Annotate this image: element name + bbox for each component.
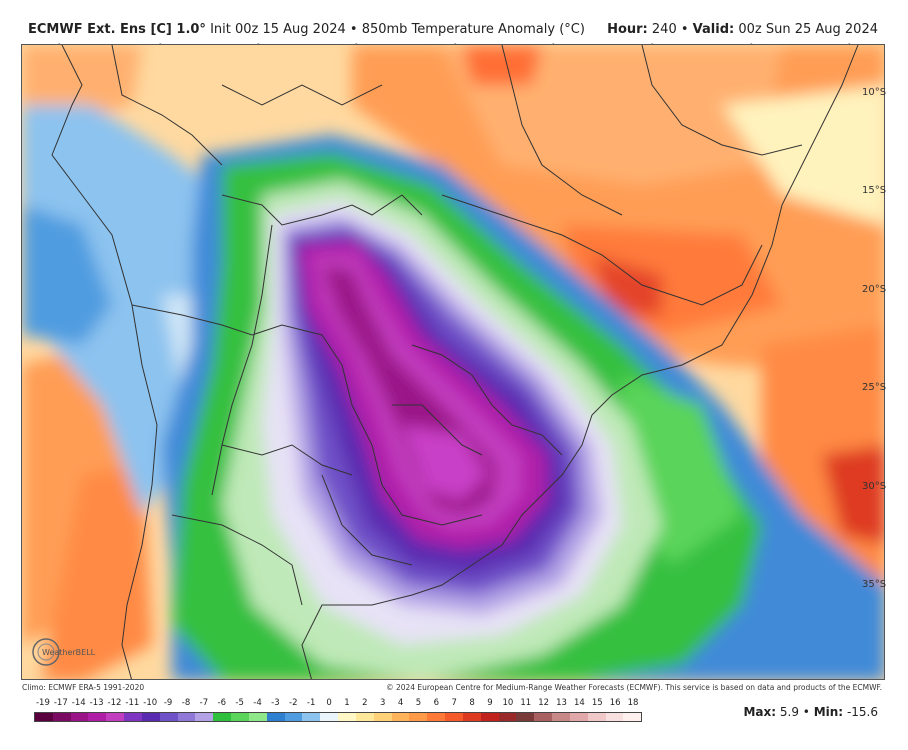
lat-label: 10°S (862, 87, 887, 98)
field-name: 850mb Temperature Anomaly (°C) (361, 22, 585, 37)
legend-swatch (88, 713, 107, 721)
lat-label: 30°S (862, 481, 887, 492)
legend-swatch (70, 713, 89, 721)
legend-swatch (106, 713, 125, 721)
legend-tick: 14 (573, 698, 585, 708)
legend-tick: 1 (344, 698, 350, 708)
color-scale-legend (34, 712, 642, 722)
legend-swatch (373, 713, 392, 721)
min-value: -15.6 (846, 705, 878, 719)
legend-tick: 8 (469, 698, 475, 708)
legend-tick: 9 (487, 698, 493, 708)
header: ECMWF Ext. Ens [C] 1.0° Init 00z 15 Aug … (0, 0, 908, 44)
legend-swatch (302, 713, 321, 721)
max-min-stats: Max: 5.9 • Min: -15.6 (743, 705, 878, 719)
legend-swatch (409, 713, 428, 721)
model-name: ECMWF Ext. Ens [C] 1.0° (28, 22, 206, 37)
legend-swatch (462, 713, 481, 721)
legend-swatch (231, 713, 249, 721)
coastlines-borders (51, 45, 859, 679)
anomaly-map[interactable]: WeatherBELL (21, 44, 885, 680)
legend-tick: -3 (271, 698, 280, 708)
legend-tick: -11 (125, 698, 140, 708)
legend-swatch (623, 713, 642, 721)
legend-swatch (587, 713, 606, 721)
legend-tick: 7 (451, 698, 457, 708)
svg-text:WeatherBELL: WeatherBELL (42, 648, 96, 657)
lat-label: 15°S (862, 185, 887, 196)
legend-swatch (124, 713, 142, 721)
valid-date: 00z Sun 25 Aug 2024 (738, 22, 878, 37)
anomaly-field (22, 45, 884, 679)
legend-tick: 18 (627, 698, 639, 708)
legend-swatch (213, 713, 232, 721)
legend-tick: -14 (71, 698, 86, 708)
legend-swatch (284, 713, 303, 721)
legend-tick: -8 (181, 698, 191, 708)
legend-swatch (266, 713, 285, 721)
forecast-hour: 240 (651, 22, 677, 37)
legend-swatch (427, 713, 446, 721)
climo-note: Climo: ECMWF ERA-5 1991-2020 (22, 683, 145, 692)
legend-tick: -6 (217, 698, 226, 708)
legend-tick: 12 (538, 698, 550, 708)
legend-swatch (320, 713, 339, 721)
legend-swatch (338, 713, 356, 721)
map-canvas (22, 45, 884, 679)
legend-tick: -17 (53, 698, 68, 708)
init-time: Init 00z 15 Aug 2024 (210, 22, 346, 37)
legend-swatch (391, 713, 410, 721)
lat-label: 20°S (862, 284, 887, 295)
legend-tick: 15 (591, 698, 603, 708)
legend-tick: -9 (163, 698, 173, 708)
legend-swatch (552, 713, 570, 721)
legend-tick: -19 (35, 698, 50, 708)
legend-tick: 4 (397, 698, 404, 708)
legend-tick: 11 (520, 698, 532, 708)
legend-tick: -12 (107, 698, 122, 708)
map-title: ECMWF Ext. Ens [C] 1.0° Init 00z 15 Aug … (28, 22, 585, 37)
legend-tick: 13 (556, 698, 567, 708)
legend-tick: -5 (235, 698, 244, 708)
legend-swatch (605, 713, 624, 721)
legend-tick: 2 (362, 698, 368, 708)
legend-tick: -4 (253, 698, 262, 708)
legend-tick: 3 (379, 698, 386, 708)
legend-tick: -10 (143, 698, 158, 708)
legend-swatch (498, 713, 517, 721)
legend-swatch (159, 713, 178, 721)
legend-tick: -2 (289, 698, 298, 708)
legend-swatch (445, 713, 463, 721)
copyright-note: © 2024 European Centre for Medium-Range … (386, 683, 882, 692)
legend-tick: -13 (89, 698, 104, 708)
legend-swatch (569, 713, 588, 721)
legend-tick: -1 (306, 698, 316, 708)
legend-swatch (480, 713, 499, 721)
legend-swatch (35, 713, 53, 721)
legend-swatch (52, 713, 71, 721)
legend-tick: 0 (326, 698, 332, 708)
legend-tick-labels: -19 -17 -14 -13 -12 -11 -10 -9 -8 -7 -6 -5 -4 -3 -2 -1 0… (34, 698, 642, 710)
lat-label: 35°S (862, 579, 887, 590)
legend-swatch (534, 713, 553, 721)
max-value: 5.9 (779, 705, 799, 719)
legend-tick: 6 (433, 698, 440, 708)
legend-tick: -7 (199, 698, 209, 708)
valid-time: Hour: 240 • Valid: 00z Sun 25 Aug 2024 (607, 22, 878, 37)
legend-swatch (195, 713, 214, 721)
legend-swatch (516, 713, 535, 721)
legend-swatch (248, 713, 267, 721)
legend-swatch (141, 713, 160, 721)
legend-swatch (177, 713, 196, 721)
legend-tick: 16 (609, 698, 621, 708)
lat-label: 25°S (862, 382, 887, 393)
weatherbell-logo: WeatherBELL (32, 638, 96, 666)
legend-tick: 10 (502, 698, 514, 708)
legend-swatch (355, 713, 374, 721)
legend-tick: 5 (415, 698, 422, 708)
